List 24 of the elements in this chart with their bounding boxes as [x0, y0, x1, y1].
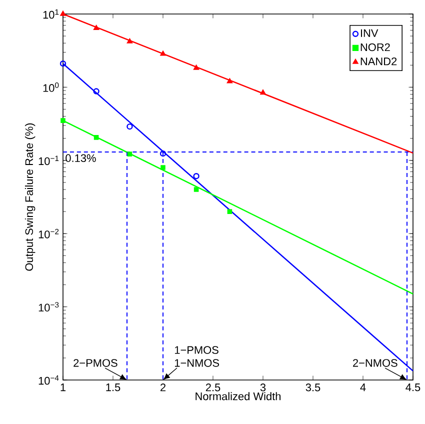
x-tick-label: 4	[360, 384, 366, 392]
x-tick-label: 2	[160, 384, 166, 392]
annotation: 1−PMOS	[174, 346, 218, 354]
legend-label: INV	[360, 29, 378, 37]
x-tick-label: 1.5	[106, 384, 120, 392]
x-tick-label: 2.5	[206, 384, 220, 392]
ref-line-label: 0.13%	[66, 154, 96, 162]
y-tick-label: 10$^{−3}$	[38, 302, 59, 312]
x-axis-title: Normalized Width	[196, 392, 280, 400]
legend-label: NOR2	[360, 43, 390, 52]
annotation: 2−NMOS	[353, 359, 398, 367]
y-tick-label: 10$^{1}$	[43, 9, 59, 19]
x-tick-label: 4.5	[406, 384, 420, 392]
annotation: 2−PMOS	[74, 359, 118, 367]
y-tick-label: 10$^{−4}$	[38, 375, 59, 385]
x-tick-label: 3	[260, 384, 266, 392]
x-tick-label: 3.5	[306, 384, 320, 392]
x-tick-label: 1	[60, 384, 66, 392]
legend-label: NAND2	[360, 58, 397, 66]
annotation: 1−NMOS	[174, 359, 220, 367]
y-tick-label: 10$^{−1}$	[38, 156, 59, 166]
y-tick-label: 10$^{−2}$	[38, 228, 59, 238]
y-tick-label: 10$^{0}$	[43, 82, 59, 92]
y-axis-title: Output Swing Failure Rate (%)	[24, 123, 36, 271]
